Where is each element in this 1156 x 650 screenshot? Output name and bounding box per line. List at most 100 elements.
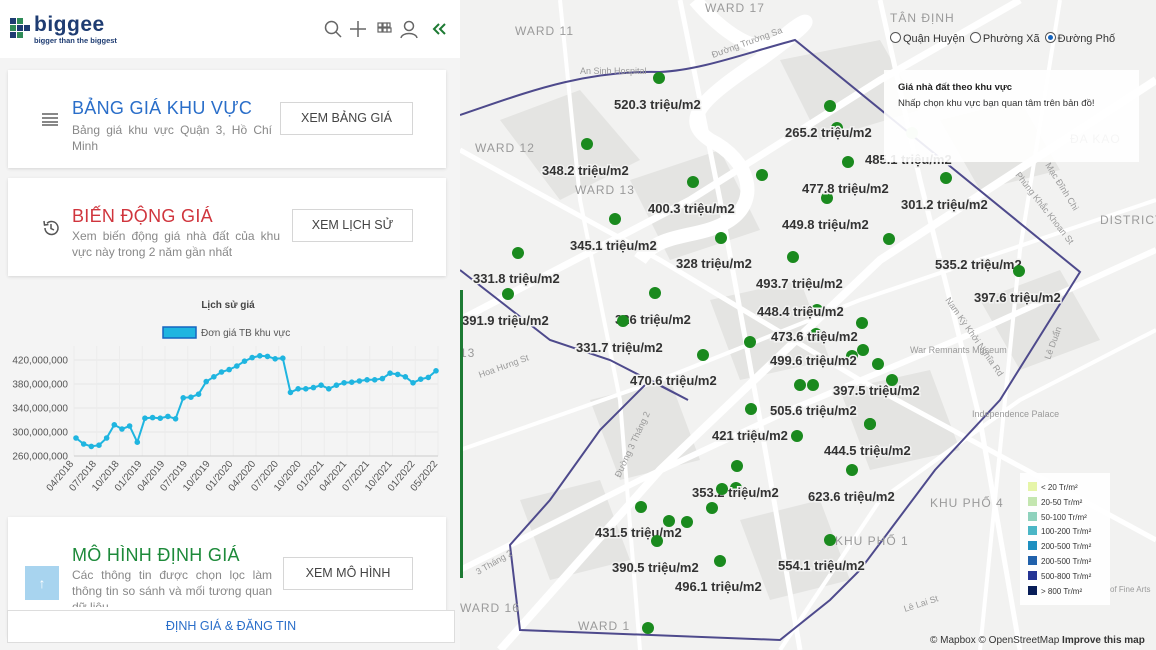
street-price-marker[interactable] bbox=[846, 350, 858, 362]
search-icon[interactable] bbox=[323, 19, 343, 39]
data-point[interactable] bbox=[134, 439, 141, 445]
data-point[interactable] bbox=[410, 380, 416, 386]
street-price-marker[interactable] bbox=[730, 482, 742, 494]
data-point[interactable] bbox=[111, 422, 118, 428]
data-point[interactable] bbox=[211, 374, 217, 380]
street-price-marker[interactable] bbox=[864, 418, 876, 430]
data-point[interactable] bbox=[241, 358, 248, 364]
data-point[interactable] bbox=[318, 382, 324, 388]
data-point[interactable] bbox=[371, 377, 378, 383]
data-point[interactable] bbox=[119, 426, 125, 432]
street-price-marker[interactable] bbox=[1013, 265, 1025, 277]
street-price-marker[interactable] bbox=[787, 251, 799, 263]
data-point[interactable] bbox=[180, 395, 187, 401]
street-price-marker[interactable] bbox=[745, 403, 757, 415]
data-point[interactable] bbox=[88, 443, 95, 450]
data-point[interactable] bbox=[149, 414, 156, 421]
data-point[interactable] bbox=[379, 375, 386, 382]
data-point[interactable] bbox=[356, 378, 363, 384]
street-price-marker[interactable] bbox=[651, 535, 663, 547]
street-price-marker[interactable] bbox=[824, 534, 836, 546]
street-price-marker[interactable] bbox=[697, 349, 709, 361]
street-price-marker[interactable] bbox=[821, 192, 833, 204]
street-price-marker[interactable] bbox=[811, 304, 823, 316]
street-price-marker[interactable] bbox=[706, 502, 718, 514]
data-point[interactable] bbox=[341, 380, 347, 386]
data-point[interactable] bbox=[249, 354, 255, 361]
street-price-marker[interactable] bbox=[716, 483, 728, 495]
data-point[interactable] bbox=[234, 363, 240, 369]
logo[interactable]: biggee bigger than the biggest bbox=[8, 12, 138, 46]
street-price-marker[interactable] bbox=[715, 232, 727, 244]
data-point[interactable] bbox=[325, 386, 332, 392]
mapbox-link[interactable]: © Mapbox bbox=[930, 635, 976, 646]
street-price-marker[interactable] bbox=[653, 72, 665, 84]
data-point[interactable] bbox=[73, 435, 79, 441]
data-point[interactable] bbox=[302, 386, 309, 392]
street-price-marker[interactable] bbox=[731, 460, 743, 472]
street-price-marker[interactable] bbox=[744, 336, 756, 348]
data-point[interactable] bbox=[295, 386, 301, 392]
street-price-marker[interactable] bbox=[842, 156, 854, 168]
street-price-marker[interactable] bbox=[824, 100, 836, 112]
user-icon[interactable] bbox=[399, 19, 419, 39]
street-price-marker[interactable] bbox=[687, 176, 699, 188]
scroll-up-button[interactable]: ↑ bbox=[25, 566, 59, 600]
street-price-marker[interactable] bbox=[617, 315, 629, 327]
street-price-marker[interactable] bbox=[831, 122, 843, 134]
data-point[interactable] bbox=[264, 353, 271, 360]
view-history-button[interactable]: XEM LỊCH SỬ bbox=[292, 209, 413, 242]
data-point[interactable] bbox=[188, 394, 194, 400]
street-price-marker[interactable] bbox=[810, 328, 822, 340]
radio-street[interactable]: Đường Phố bbox=[1044, 32, 1115, 45]
data-point[interactable] bbox=[425, 374, 432, 381]
street-price-marker[interactable] bbox=[649, 287, 661, 299]
osm-link[interactable]: © OpenStreetMap bbox=[978, 635, 1060, 646]
collapse-icon[interactable] bbox=[429, 19, 449, 39]
data-point[interactable] bbox=[218, 369, 225, 375]
data-point[interactable] bbox=[280, 355, 286, 361]
street-price-marker[interactable] bbox=[642, 622, 654, 634]
street-price-marker[interactable] bbox=[856, 317, 868, 329]
radio-ward[interactable]: Phường Xã bbox=[969, 32, 1040, 45]
data-point[interactable] bbox=[310, 384, 317, 391]
radio-district[interactable]: Quận Huyện bbox=[890, 32, 965, 45]
plus-icon[interactable] bbox=[348, 19, 368, 39]
street-price-marker[interactable] bbox=[635, 501, 647, 513]
data-point[interactable] bbox=[203, 378, 210, 385]
valuate-and-post-button[interactable]: ĐỊNH GIÁ & ĐĂNG TIN bbox=[7, 610, 455, 643]
data-point[interactable] bbox=[257, 353, 263, 359]
data-point[interactable] bbox=[80, 441, 87, 447]
data-point[interactable] bbox=[165, 413, 171, 420]
data-point[interactable] bbox=[126, 423, 133, 429]
street-price-marker[interactable] bbox=[609, 213, 621, 225]
data-point[interactable] bbox=[394, 371, 401, 378]
data-point[interactable] bbox=[333, 382, 340, 388]
data-point[interactable] bbox=[195, 391, 202, 397]
street-price-marker[interactable] bbox=[794, 379, 806, 391]
street-price-marker[interactable] bbox=[791, 430, 803, 442]
view-price-table-button[interactable]: XEM BẢNG GIÁ bbox=[280, 102, 413, 135]
data-point[interactable] bbox=[433, 368, 439, 374]
street-price-marker[interactable] bbox=[846, 464, 858, 476]
street-price-marker[interactable] bbox=[940, 172, 952, 184]
view-model-button[interactable]: XEM MÔ HÌNH bbox=[283, 557, 413, 590]
street-price-marker[interactable] bbox=[756, 169, 768, 181]
street-price-marker[interactable] bbox=[857, 344, 869, 356]
street-price-marker[interactable] bbox=[886, 374, 898, 386]
data-point[interactable] bbox=[364, 377, 370, 383]
data-point[interactable] bbox=[172, 416, 179, 422]
street-price-marker[interactable] bbox=[872, 358, 884, 370]
data-point[interactable] bbox=[287, 389, 294, 396]
data-point[interactable] bbox=[103, 435, 110, 441]
data-point[interactable] bbox=[272, 356, 278, 362]
street-price-marker[interactable] bbox=[681, 516, 693, 528]
street-price-marker[interactable] bbox=[512, 247, 524, 259]
improve-map-link[interactable]: Improve this map bbox=[1062, 635, 1145, 646]
street-price-marker[interactable] bbox=[502, 288, 514, 300]
data-point[interactable] bbox=[96, 442, 102, 448]
street-price-marker[interactable] bbox=[663, 515, 675, 527]
grid-icon[interactable] bbox=[374, 19, 394, 39]
street-price-marker[interactable] bbox=[807, 379, 819, 391]
data-point[interactable] bbox=[142, 415, 148, 421]
